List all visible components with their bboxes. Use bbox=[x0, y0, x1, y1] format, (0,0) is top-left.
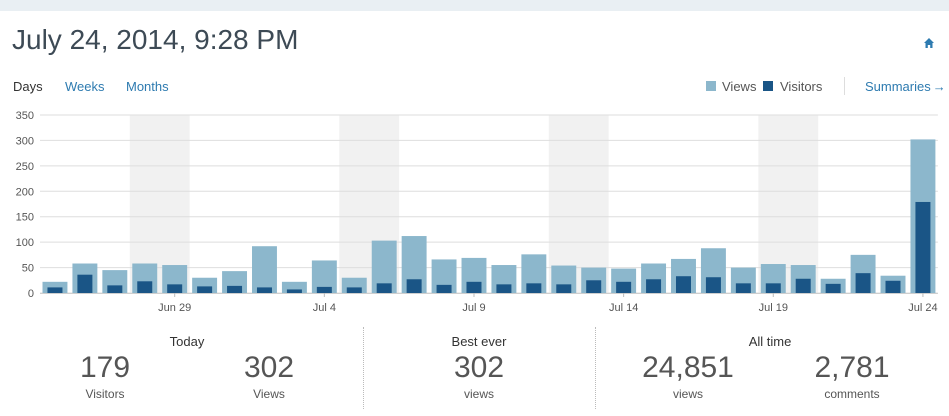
stats-divider bbox=[363, 327, 364, 409]
home-icon[interactable] bbox=[923, 37, 935, 49]
x-tick-label: Jul 9 bbox=[462, 302, 485, 314]
best-ever-value: 302 bbox=[453, 351, 505, 384]
visitors-bar bbox=[616, 281, 632, 293]
stats-chart: 0 50 100 150 200 250 300 350 Jun 29 Jul 4 Jul 9 Jul… bbox=[16, 110, 938, 314]
visitors-bar bbox=[705, 277, 721, 293]
visitors-bar bbox=[496, 284, 512, 293]
y-tick-label: 300 bbox=[16, 135, 34, 147]
visitors-bar bbox=[376, 283, 392, 293]
legend-divider bbox=[844, 77, 845, 95]
views-bar bbox=[252, 246, 277, 293]
legend-views-label: Views bbox=[722, 79, 757, 94]
visitors-bar bbox=[137, 281, 153, 293]
top-strip bbox=[0, 0, 949, 11]
visitors-bar bbox=[915, 201, 931, 293]
visitors-bar bbox=[795, 278, 811, 293]
visitors-bar bbox=[646, 279, 662, 293]
visitors-bar bbox=[346, 287, 362, 293]
today-views-label: Views bbox=[253, 387, 285, 401]
today-visitors-label: Visitors bbox=[85, 387, 125, 401]
visitors-bar bbox=[586, 280, 602, 293]
tab-months[interactable]: Months bbox=[126, 79, 169, 94]
all-time-views-value: 24,851 bbox=[642, 351, 734, 384]
visitors-bar bbox=[735, 283, 751, 293]
y-tick-label: 250 bbox=[16, 161, 34, 173]
visitors-bar bbox=[436, 284, 452, 293]
today-heading: Today bbox=[169, 334, 205, 349]
visitors-bar bbox=[256, 287, 272, 293]
visitors-bar bbox=[526, 283, 542, 293]
visitors-bar bbox=[406, 279, 422, 293]
visitors-bar bbox=[765, 283, 781, 293]
all-time-comments-value: 2,781 bbox=[814, 351, 890, 384]
tab-weeks[interactable]: Weeks bbox=[65, 79, 105, 94]
y-tick-label: 50 bbox=[22, 263, 34, 275]
weekend-band bbox=[758, 115, 819, 293]
x-tick-label: Jul 4 bbox=[313, 302, 336, 314]
visitors-bar bbox=[197, 286, 213, 293]
x-tick-label: Jul 19 bbox=[759, 302, 788, 314]
visitors-bar bbox=[825, 283, 841, 293]
visitors-bar bbox=[107, 285, 123, 293]
y-tick-label: 350 bbox=[16, 110, 34, 122]
all-time-views-label: views bbox=[672, 387, 703, 401]
visitors-bar bbox=[47, 287, 63, 293]
best-ever-label: views bbox=[463, 387, 494, 401]
visitors-bar bbox=[286, 289, 302, 293]
legend-views-swatch bbox=[706, 81, 716, 91]
today-visitors-value: 179 bbox=[79, 351, 131, 384]
visitors-bar bbox=[466, 281, 482, 293]
arrow-right-icon: → bbox=[932, 79, 946, 94]
visitors-bar bbox=[885, 280, 901, 293]
y-tick-label: 100 bbox=[16, 237, 34, 249]
y-tick-label: 200 bbox=[16, 186, 34, 198]
visitors-bar bbox=[77, 274, 93, 293]
all-time-heading: All time bbox=[748, 334, 792, 349]
summaries-link[interactable]: Summaries → bbox=[865, 79, 946, 94]
y-tick-label: 150 bbox=[16, 212, 34, 224]
summaries-label: Summaries bbox=[865, 79, 931, 94]
x-tick-label: Jul 24 bbox=[908, 302, 937, 314]
legend-visitors-swatch bbox=[763, 81, 773, 91]
x-tick-label: Jul 14 bbox=[609, 302, 638, 314]
visitors-bar bbox=[167, 284, 183, 293]
views-bar bbox=[281, 281, 307, 293]
stats-divider bbox=[595, 327, 596, 409]
legend-visitors-label: Visitors bbox=[780, 79, 823, 94]
weekend-band bbox=[129, 115, 190, 293]
page-title: July 24, 2014, 9:28 PM bbox=[12, 24, 299, 55]
all-time-comments-label: comments bbox=[824, 387, 880, 401]
visitors-bar bbox=[675, 276, 691, 293]
today-views-value: 302 bbox=[243, 351, 295, 384]
visitors-bar bbox=[227, 285, 243, 293]
best-ever-heading: Best ever bbox=[451, 334, 507, 349]
visitors-bar bbox=[316, 286, 332, 293]
x-tick-label: Jun 29 bbox=[158, 302, 191, 314]
y-tick-label: 0 bbox=[28, 288, 34, 300]
weekend-band bbox=[548, 115, 609, 293]
tab-days[interactable]: Days bbox=[13, 79, 43, 94]
views-bar bbox=[42, 281, 68, 293]
visitors-bar bbox=[556, 284, 572, 293]
visitors-bar bbox=[855, 273, 871, 293]
